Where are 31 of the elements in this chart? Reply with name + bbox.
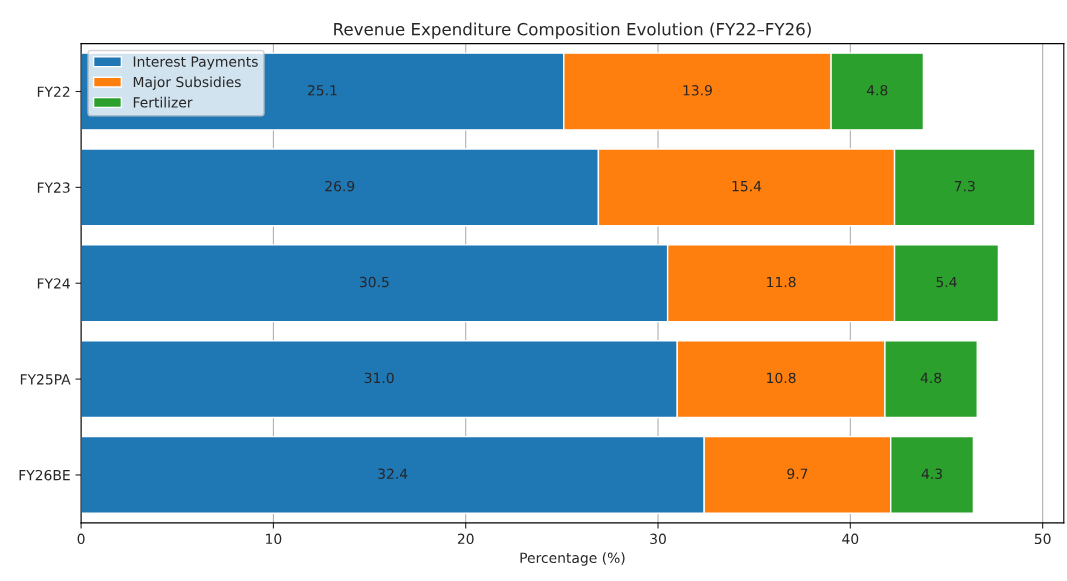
y-tick-label: FY23 [37, 182, 70, 193]
legend-label: Major Subsidies [133, 76, 241, 90]
data-label: 25.1 [308, 85, 337, 96]
data-label: 7.3 [954, 180, 975, 192]
y-tick-label: FY25PA [20, 374, 71, 385]
data-label: 4.3 [921, 468, 942, 479]
data-label: 4.8 [866, 85, 888, 96]
x-axis-title: Percentage (%) [520, 552, 625, 566]
x-tick-label: 50 [1034, 533, 1051, 545]
data-label: 11.8 [767, 276, 796, 288]
data-label: 5.4 [936, 276, 957, 288]
chart-title: Revenue Expenditure Composition Evolution (FY22–FY26) [334, 22, 811, 39]
x-tick-label: 20 [457, 533, 474, 545]
data-label: 10.8 [767, 372, 796, 384]
y-tick-label: FY26BE [19, 469, 70, 481]
data-label: 32.4 [378, 468, 408, 479]
y-tick-label: FY22 [37, 86, 70, 97]
data-label: 26.9 [325, 180, 355, 192]
legend-label: Interest Payments [133, 56, 258, 70]
x-tick-label: 0 [77, 533, 85, 545]
legend-label: Fertilizer [133, 96, 193, 108]
y-tick-label: FY24 [37, 278, 70, 289]
data-label: 15.4 [732, 181, 762, 192]
data-label: 9.7 [787, 468, 808, 479]
x-tick-label: 30 [650, 533, 666, 545]
data-label: 13.9 [683, 85, 712, 96]
data-label: 31.0 [364, 372, 394, 384]
data-label: 4.8 [920, 372, 942, 384]
data-label: 30.5 [359, 276, 389, 288]
x-tick-label: 40 [842, 533, 859, 545]
x-tick-label: 10 [266, 533, 282, 545]
